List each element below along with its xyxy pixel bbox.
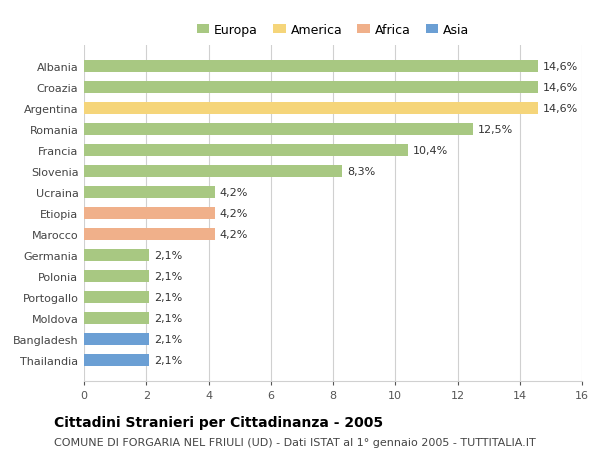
Text: 14,6%: 14,6% xyxy=(543,104,578,114)
Text: 4,2%: 4,2% xyxy=(220,230,248,239)
Text: 2,1%: 2,1% xyxy=(154,313,182,323)
Text: Cittadini Stranieri per Cittadinanza - 2005: Cittadini Stranieri per Cittadinanza - 2… xyxy=(54,415,383,429)
Bar xyxy=(84,354,149,366)
Text: 2,1%: 2,1% xyxy=(154,292,182,302)
Bar xyxy=(84,333,149,345)
Text: 4,2%: 4,2% xyxy=(220,208,248,218)
Bar xyxy=(84,187,215,198)
Text: 10,4%: 10,4% xyxy=(412,146,448,156)
Bar xyxy=(84,166,343,177)
Legend: Europa, America, Africa, Asia: Europa, America, Africa, Asia xyxy=(191,19,475,42)
Bar xyxy=(84,103,538,114)
Text: 14,6%: 14,6% xyxy=(543,83,578,93)
Bar xyxy=(84,313,149,324)
Bar xyxy=(84,207,215,219)
Bar xyxy=(84,291,149,303)
Bar xyxy=(84,145,408,157)
Text: 4,2%: 4,2% xyxy=(220,188,248,197)
Text: 2,1%: 2,1% xyxy=(154,355,182,365)
Text: COMUNE DI FORGARIA NEL FRIULI (UD) - Dati ISTAT al 1° gennaio 2005 - TUTTITALIA.: COMUNE DI FORGARIA NEL FRIULI (UD) - Dat… xyxy=(54,437,536,447)
Text: 2,1%: 2,1% xyxy=(154,334,182,344)
Text: 2,1%: 2,1% xyxy=(154,271,182,281)
Bar xyxy=(84,229,215,240)
Text: 14,6%: 14,6% xyxy=(543,62,578,72)
Bar xyxy=(84,82,538,94)
Bar xyxy=(84,61,538,73)
Text: 2,1%: 2,1% xyxy=(154,250,182,260)
Text: 12,5%: 12,5% xyxy=(478,125,513,134)
Bar xyxy=(84,250,149,261)
Bar xyxy=(84,270,149,282)
Bar xyxy=(84,124,473,135)
Text: 8,3%: 8,3% xyxy=(347,167,375,177)
